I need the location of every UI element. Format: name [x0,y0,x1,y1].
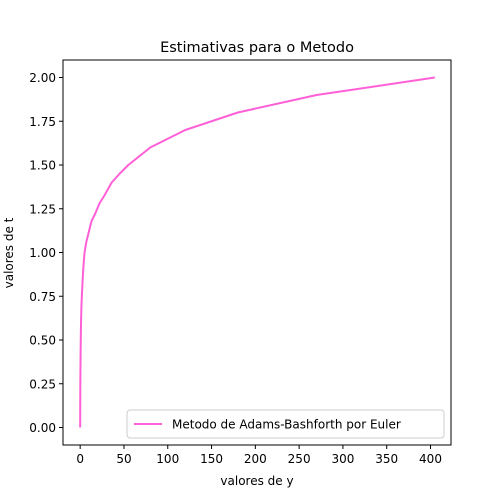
x-tick-label: 200 [244,452,267,466]
y-axis: 0.00 0.25 0.50 0.75 1.00 1.25 1.50 1.75 2.00 [29,71,63,435]
x-tick-label: 300 [331,452,354,466]
y-tick-label: 1.25 [29,202,56,216]
x-tick-label: 250 [288,452,311,466]
legend-label: Metodo de Adams-Bashforth por Euler [172,418,401,432]
y-tick-label: 1.00 [29,246,56,260]
y-tick-label: 0.50 [29,334,56,348]
y-tick-label: 1.75 [29,115,56,129]
x-tick-label: 0 [76,452,84,466]
legend: Metodo de Adams-Bashforth por Euler [126,409,445,439]
y-tick-label: 2.00 [29,71,56,85]
x-axis: 0 50 100 150 200 250 300 350 400 [76,445,442,466]
legend-box [126,409,445,439]
plot-area [79,76,436,428]
x-tick-label: 350 [375,452,398,466]
x-tick-label: 400 [419,452,442,466]
plot-frame [62,59,452,446]
x-tick-label: 150 [200,452,223,466]
x-tick-label: 50 [116,452,131,466]
chart-title: Estimativas para o Metodo [160,40,354,56]
x-tick-label: 100 [156,452,179,466]
y-tick-label: 1.50 [29,159,56,173]
series-line [79,76,436,428]
y-axis-label: valores de t [2,217,16,288]
y-tick-label: 0.75 [29,290,56,304]
y-tick-label: 0.25 [29,377,56,391]
x-axis-label: valores de y [220,474,293,488]
y-tick-label: 0.00 [29,421,56,435]
